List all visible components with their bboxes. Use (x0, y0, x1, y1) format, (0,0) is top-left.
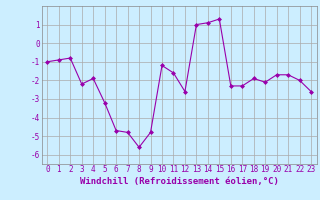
X-axis label: Windchill (Refroidissement éolien,°C): Windchill (Refroidissement éolien,°C) (80, 177, 279, 186)
